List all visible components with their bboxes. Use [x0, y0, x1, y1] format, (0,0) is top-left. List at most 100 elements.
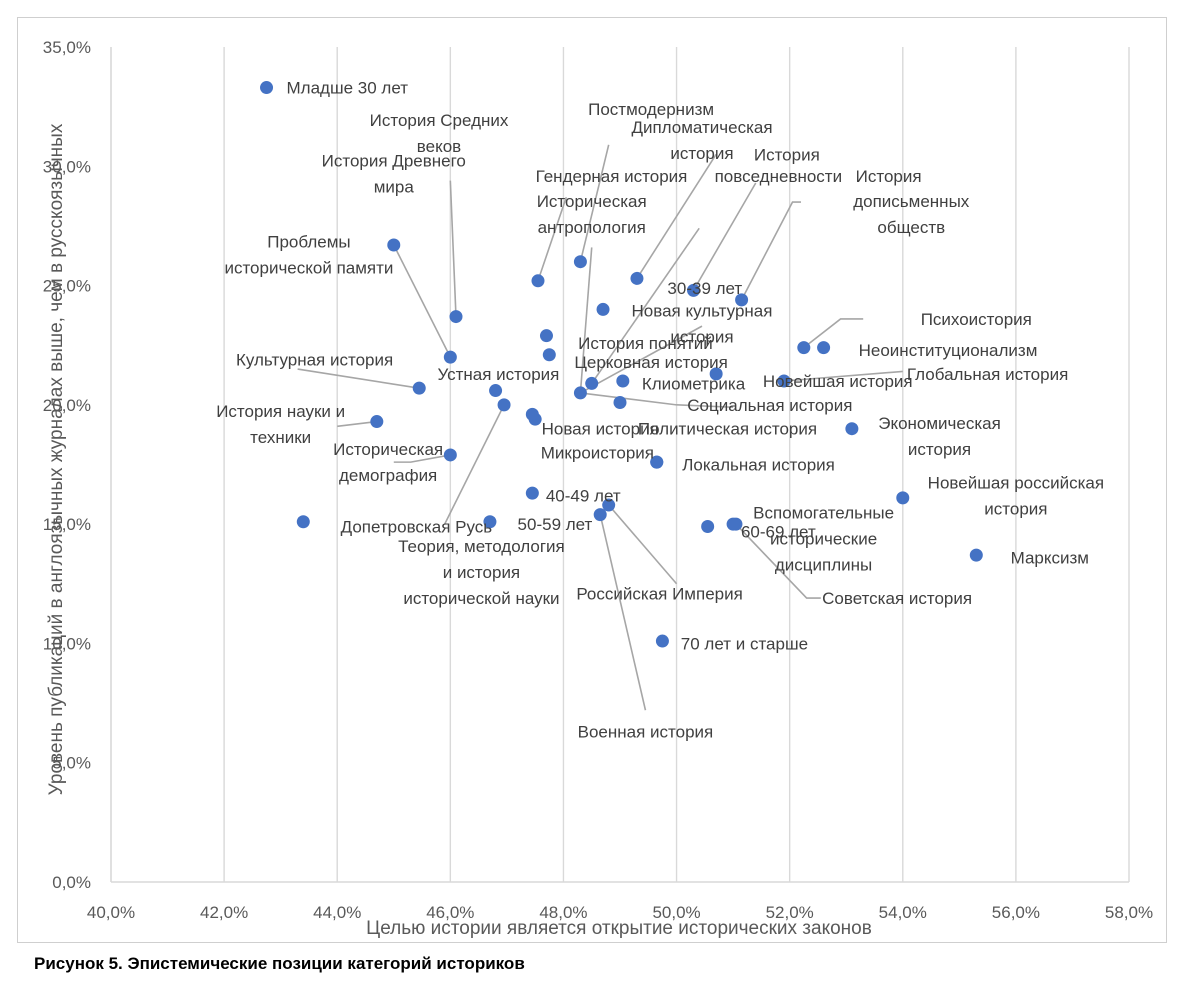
- point-label: дописьменных: [853, 192, 970, 211]
- leader-line: [740, 201, 801, 301]
- point-label: 60-69 лет: [741, 522, 816, 541]
- point-label: Постмодернизм: [588, 100, 714, 119]
- point-label: История: [856, 167, 922, 186]
- point-label: 30-39 лет: [667, 279, 742, 298]
- y-tick-label: 10,0%: [43, 634, 91, 653]
- point-label: мира: [374, 177, 415, 196]
- point-label: Новейшая история: [763, 372, 913, 391]
- data-point: [655, 634, 669, 648]
- data-point: [387, 238, 401, 252]
- point-label: История науки и: [216, 402, 345, 421]
- point-label: 50-59 лет: [518, 515, 593, 534]
- point-label: Историческая: [537, 192, 647, 211]
- point-label: Культурная история: [236, 351, 393, 370]
- data-point: [602, 498, 616, 512]
- point-label: Социальная история: [687, 396, 852, 415]
- chart-frame: [17, 17, 1167, 943]
- point-label: Историческая: [333, 440, 443, 459]
- point-label: Клиометрика: [642, 374, 746, 393]
- data-point: [412, 381, 426, 395]
- point-label: Допетровская Русь: [341, 518, 493, 537]
- point-label: Новая история: [542, 420, 659, 439]
- leader-line: [580, 325, 703, 394]
- point-label: Новая культурная: [632, 302, 773, 321]
- leader-line: [393, 244, 452, 358]
- point-label: Устная история: [437, 365, 559, 384]
- point-label: Российская Империя: [576, 584, 742, 603]
- data-point: [542, 348, 556, 362]
- y-tick-label: 0,0%: [52, 873, 91, 892]
- point-label: исторической науки: [403, 589, 559, 608]
- point-label: история: [908, 440, 971, 459]
- leader-line: [537, 197, 568, 282]
- data-point: [528, 412, 542, 426]
- leader-line: [579, 144, 610, 262]
- x-tick-label: 48,0%: [539, 903, 587, 922]
- leader-line: [580, 392, 734, 409]
- point-label: Марксизм: [1011, 549, 1089, 568]
- data-point: [443, 350, 457, 364]
- point-label: Новейшая российская: [928, 474, 1104, 493]
- data-point: [777, 374, 791, 388]
- y-tick-label: 20,0%: [43, 396, 91, 415]
- point-label: повседневности: [715, 167, 843, 186]
- data-point: [483, 515, 497, 529]
- y-tick-label: 15,0%: [43, 515, 91, 534]
- data-point: [539, 329, 553, 343]
- leader-line: [803, 318, 864, 349]
- point-label: история: [670, 144, 733, 163]
- point-label: Политическая история: [638, 420, 817, 439]
- point-label: и история: [443, 563, 520, 582]
- leader-line: [297, 368, 420, 389]
- point-label: История понятий: [578, 334, 713, 353]
- data-point: [497, 398, 511, 412]
- data-point: [489, 384, 503, 398]
- leader-line: [636, 153, 717, 279]
- point-label: История Древнего: [322, 151, 466, 170]
- point-label: Военная история: [578, 723, 714, 742]
- point-label: Советская история: [822, 589, 972, 608]
- data-point: [845, 422, 859, 436]
- data-point: [296, 515, 310, 529]
- data-point: [573, 386, 587, 400]
- point-label: История: [754, 145, 820, 164]
- data-point: [650, 455, 664, 469]
- x-tick-label: 54,0%: [879, 903, 927, 922]
- data-point: [969, 548, 983, 562]
- y-tick-label: 5,0%: [52, 754, 91, 773]
- data-point: [573, 255, 587, 269]
- leader-line: [692, 182, 757, 291]
- leader-line: [443, 404, 505, 525]
- scatter-chart: 40,0% 42,0% 44,0% 46,0% 48,0% 50,0% 52,0% 54,0%…: [43, 38, 1153, 939]
- data-point: [735, 293, 749, 307]
- point-label: Локальная история: [682, 456, 835, 475]
- data-point: [817, 341, 831, 355]
- leader-line: [599, 514, 647, 711]
- point-label: Экономическая: [878, 414, 1001, 433]
- point-label: Психоистория: [921, 310, 1032, 329]
- leader-line: [591, 227, 700, 384]
- data-point: [701, 520, 715, 534]
- point-label: Церковная история: [574, 353, 728, 372]
- leader-line: [393, 454, 451, 463]
- point-label: История Средних: [370, 111, 509, 130]
- data-point: [585, 376, 599, 390]
- y-tick-label: 25,0%: [43, 277, 91, 296]
- leader-line: [783, 370, 903, 382]
- point-label: антропология: [538, 218, 646, 237]
- x-tick-label: 52,0%: [766, 903, 814, 922]
- data-point: [613, 395, 627, 409]
- data-point: [525, 486, 539, 500]
- data-point: [531, 274, 545, 288]
- leader-line: [449, 180, 457, 317]
- x-tick-label: 58,0%: [1105, 903, 1153, 922]
- point-label: история: [670, 328, 733, 347]
- point-label: исторической памяти: [224, 259, 393, 278]
- data-point: [726, 517, 740, 531]
- point-label: 40-49 лет: [546, 487, 621, 506]
- point-label: Младше 30 лет: [287, 79, 409, 98]
- x-tick-label: 50,0%: [652, 903, 700, 922]
- data-point: [797, 341, 811, 355]
- y-tick-label: 30,0%: [43, 157, 91, 176]
- data-point: [616, 374, 630, 388]
